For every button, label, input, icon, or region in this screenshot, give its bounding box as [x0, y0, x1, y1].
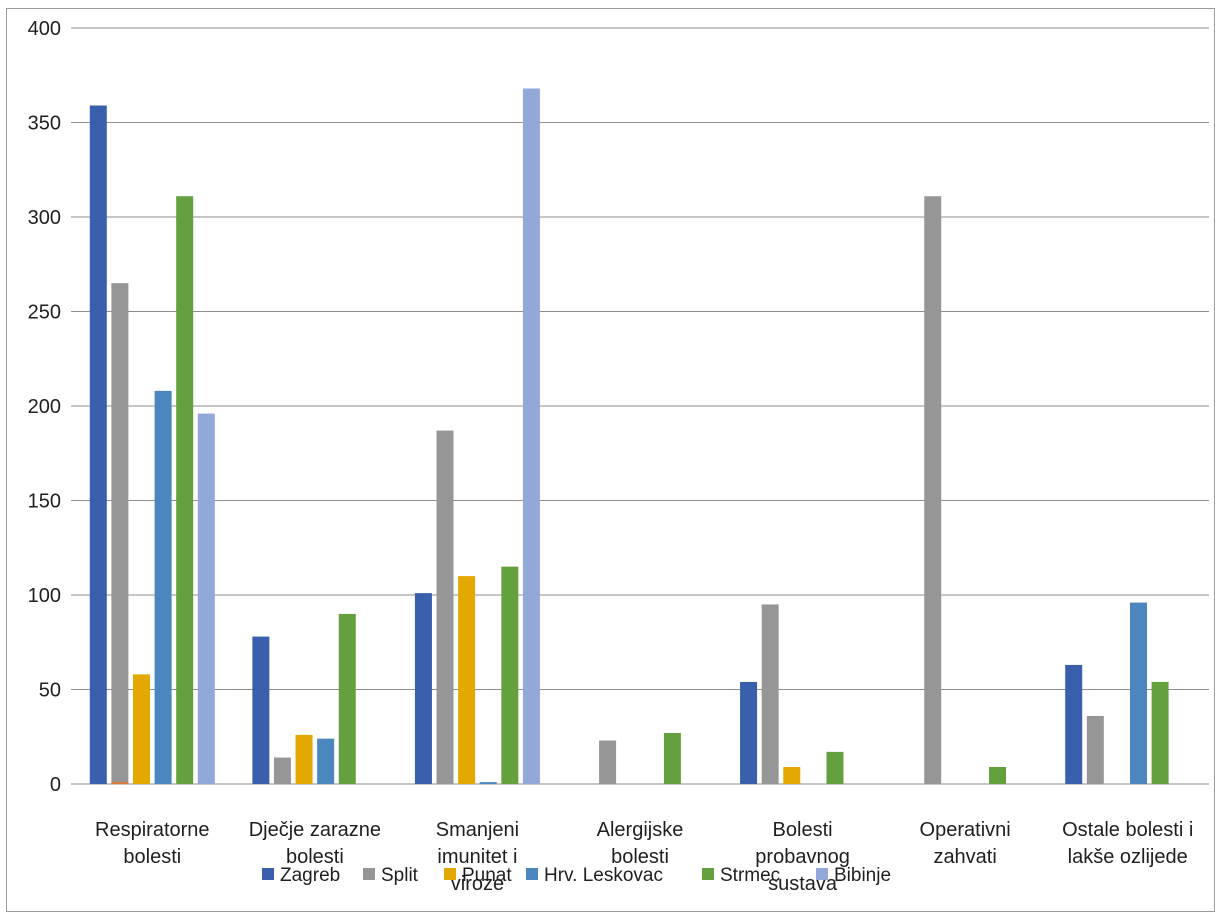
bar-strmec-2 [501, 566, 519, 784]
legend-label-zagreb: Zagreb [280, 865, 340, 886]
y-tick-label-100: 100 [28, 585, 61, 607]
bar-bibinje-2 [522, 88, 540, 785]
category-label-2-line-1: imunitet i [437, 846, 517, 868]
legend-label-strmec: Strmec [720, 865, 780, 886]
category-label-4-line-1: probavnog [755, 846, 850, 868]
category-label-4-line-0: Bolesti [773, 819, 833, 841]
bar-split-5 [924, 196, 942, 784]
bar-split-4 [761, 604, 779, 784]
bar-strmec-5 [989, 766, 1007, 784]
legend-label-hrv-leskovac: Hrv. Leskovac [544, 865, 663, 886]
legend-swatch-hrv-leskovac [526, 868, 538, 880]
bar-split-2 [436, 430, 454, 784]
y-tick-label-200: 200 [28, 396, 61, 418]
bar-strmec-6 [1151, 681, 1169, 784]
category-label-0-line-0: Respiratorne [95, 819, 210, 841]
bar-mark-0 [111, 782, 129, 785]
bar-split-6 [1086, 715, 1104, 784]
category-label-3-line-0: Alergijske [597, 819, 684, 841]
legend-swatch-strmec [702, 868, 714, 880]
bar-split-3 [599, 740, 617, 784]
bar-hrv-leskovac-0 [154, 390, 172, 784]
bar-strmec-3 [663, 732, 681, 784]
bar-punat-0 [132, 674, 150, 784]
bar-strmec-0 [176, 196, 194, 784]
y-tick-label-250: 250 [28, 302, 61, 324]
bar-bibinje-0 [197, 413, 215, 784]
chart-frame: 0 50 100 150 200 250 300 350 400 Respiratorne bole… [6, 8, 1215, 912]
y-tick-label-350: 350 [28, 113, 61, 135]
legend-swatch-punat [444, 868, 456, 880]
legend-label-bibinje: Bibinje [834, 865, 891, 886]
bar-zagreb-1 [252, 636, 270, 784]
bar-zagreb-2 [414, 593, 432, 784]
legend-swatch-split [363, 868, 375, 880]
y-tick-label-0: 0 [50, 774, 61, 796]
bar-zagreb-4 [740, 681, 758, 784]
bar-strmec-4 [826, 751, 844, 784]
category-label-5-line-0: Operativni [920, 819, 1011, 841]
category-label-3-line-1: bolesti [611, 846, 669, 868]
category-label-5-line-1: zahvati [933, 846, 996, 868]
legend-swatch-bibinje [816, 868, 828, 880]
bar-zagreb-0 [89, 105, 107, 785]
y-tick-label-400: 400 [28, 18, 61, 40]
bar-hrv-leskovac-1 [317, 738, 335, 784]
bar-punat-4 [783, 766, 801, 784]
bar-punat-1 [295, 734, 313, 784]
category-label-1-line-0: Dječje zarazne [249, 819, 381, 841]
category-label-0-line-1: bolesti [123, 846, 181, 868]
category-label-1-line-1: bolesti [286, 846, 344, 868]
bar-chart: 0 50 100 150 200 250 300 350 400 Respiratorne bole… [28, 18, 1209, 895]
bar-split-0 [111, 283, 129, 784]
bar-zagreb-6 [1065, 664, 1083, 784]
bar-strmec-1 [338, 613, 356, 784]
y-tick-label-150: 150 [28, 491, 61, 513]
legend-label-split: Split [381, 865, 419, 886]
category-label-6-line-1: lakše ozlijede [1068, 846, 1188, 868]
bar-hrv-leskovac-2 [479, 782, 497, 784]
y-tick-label-300: 300 [28, 207, 61, 229]
legend-swatch-zagreb [262, 868, 274, 880]
category-label-2-line-2: viroze [451, 873, 504, 895]
bar-hrv-leskovac-6 [1130, 602, 1148, 784]
y-tick-label-50: 50 [39, 680, 61, 702]
bar-split-1 [273, 757, 291, 784]
bar-punat-2 [458, 576, 476, 784]
category-label-6-line-0: Ostale bolesti i [1062, 819, 1193, 841]
legend-label-punat: Punat [462, 865, 512, 886]
category-label-2-line-0: Smanjeni [436, 819, 519, 841]
